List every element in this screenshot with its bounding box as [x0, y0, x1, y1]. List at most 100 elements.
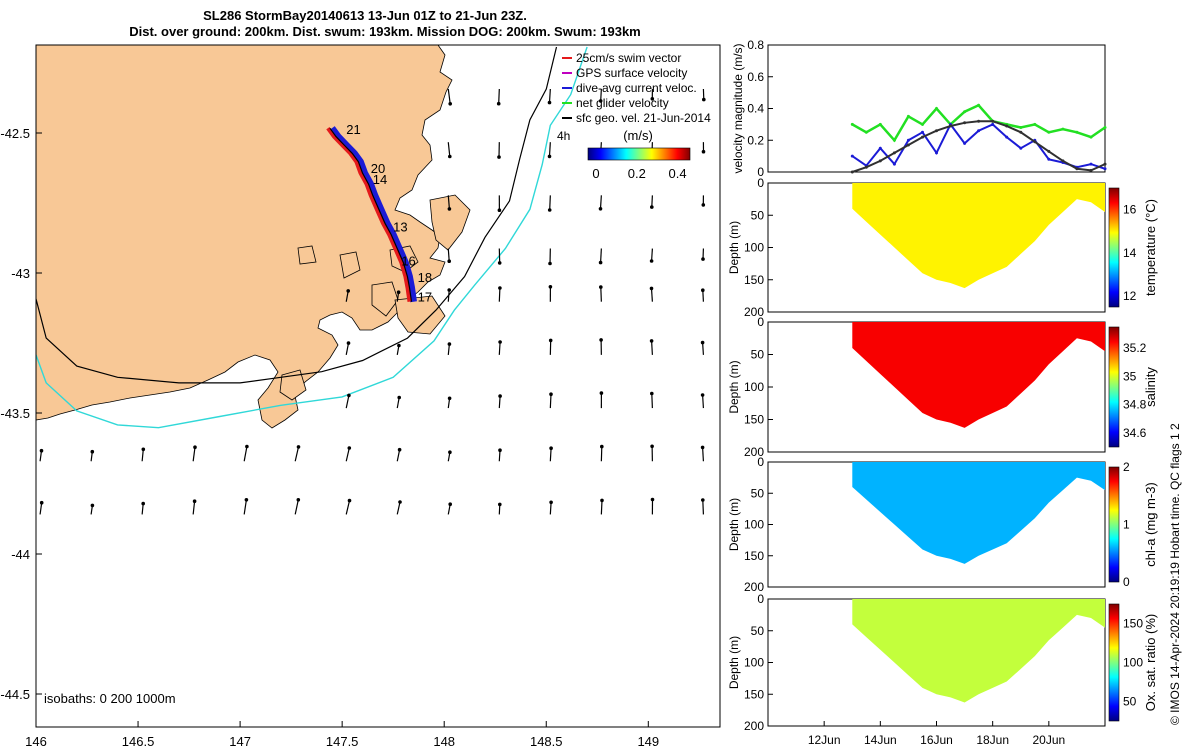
velocity-arrow-head [649, 286, 654, 291]
velocity-arrow-head [600, 498, 604, 503]
section-colorbar [1108, 466, 1120, 583]
velocity-arrow [192, 501, 196, 515]
velocity-arrow [600, 287, 602, 302]
colorbar-axis-label: chl-a (mg m-3) [1143, 482, 1158, 567]
credit-text: © IMOS 14-Apr-2024 20:19:19 Hobart time.… [1168, 423, 1182, 725]
velocity-arrow-head [599, 338, 603, 342]
velocity-arrow-head [598, 207, 603, 211]
velocity-point [850, 122, 854, 126]
velocity-arrow-head [549, 500, 553, 505]
velocity-arrow-field [39, 88, 706, 515]
depth-tick-label: 200 [744, 719, 764, 733]
velocity-arrow-head [650, 391, 654, 396]
velocity-arrow [549, 448, 552, 462]
velocity-arrow-head [497, 208, 502, 212]
velocity-arrow [549, 195, 551, 211]
velocity-arrow [498, 450, 501, 462]
colorbar-axis-label: salinity [1143, 367, 1158, 407]
isobaths-label: isobaths: 0 200 1000m [44, 691, 176, 706]
colorbar-axis-label: Ox. sat. ratio (%) [1143, 614, 1158, 712]
velocity-arrow [702, 447, 705, 462]
velocity-point [1061, 159, 1065, 163]
colorbar-tick-label: 12 [1123, 289, 1137, 303]
velocity-arrow-head [498, 394, 502, 398]
velocity-point [977, 119, 981, 123]
velocity-arrow [650, 288, 653, 302]
velocity-point [1047, 130, 1051, 134]
velocity-point [1005, 135, 1009, 139]
velocity-arrow [39, 502, 43, 515]
depth-axis-label: Depth (m) [727, 636, 741, 689]
day-label: 18 [418, 270, 432, 285]
velocity-arrow-head [649, 259, 654, 263]
legend-label: 25cm/s swim vector [576, 51, 681, 65]
velocity-point [1005, 124, 1009, 128]
depth-tick-label: 100 [744, 656, 764, 670]
velocity-arrow [294, 446, 300, 462]
colorbar-label: (m/s) [623, 128, 653, 143]
velocity-arrow-head [346, 341, 351, 345]
section-fill [852, 183, 1105, 289]
date-tick-label: 18Jun [976, 733, 1009, 747]
velocity-arrow-head [700, 445, 705, 450]
velocity-arrow-head [701, 149, 706, 154]
velocity-arrow [243, 446, 248, 462]
day-label: 17 [418, 290, 432, 305]
depth-tick-label: 150 [744, 687, 764, 701]
velocity-point [963, 121, 967, 125]
velocity-point [1033, 140, 1037, 144]
colorbar-tick-label: 0 [1123, 575, 1130, 589]
velocity-point [991, 122, 995, 126]
y-tick-label: -43.5 [0, 406, 30, 421]
velocity-point [878, 159, 882, 163]
velocity-arrow-head [701, 288, 705, 293]
legend-label: GPS surface velocity [576, 66, 687, 80]
depth-tick-label: 0 [757, 176, 764, 190]
colorbar-tick-label: 100 [1123, 656, 1143, 670]
velocity-arrow-head [547, 100, 552, 105]
depth-tick-label: 50 [751, 624, 765, 638]
velocity-point [921, 130, 924, 134]
colorbar-tick-label: 1 [1123, 518, 1130, 532]
velocity-arrow-head [244, 498, 249, 502]
velocity-arrow [447, 248, 450, 262]
depth-tick-label: 200 [744, 580, 764, 594]
island [429, 194, 471, 251]
depth-axis-label: Depth (m) [727, 221, 741, 274]
velocity-point [864, 165, 868, 169]
velocity-arrow-head [497, 155, 501, 159]
date-tick-label: 16Jun [920, 733, 953, 747]
section-fill [852, 599, 1105, 703]
velocity-arrow-head [700, 340, 705, 345]
velocity-arrow [600, 248, 602, 263]
velocity-arrow [600, 88, 602, 101]
colorbar-tick-label: 34.6 [1123, 426, 1147, 440]
velocity-point [921, 135, 924, 139]
velocity-arrow [549, 502, 552, 515]
depth-axis-label: Depth (m) [727, 360, 741, 413]
velocity-arrow-head [700, 393, 705, 397]
velocity-arrow [548, 142, 551, 157]
velocity-point [1047, 157, 1051, 161]
velocity-point [1061, 127, 1065, 131]
velocity-point [1103, 126, 1107, 129]
depth-axis-label: Depth (m) [727, 498, 741, 551]
velocity-arrow-head [497, 261, 502, 265]
velocity-arrow [702, 499, 705, 515]
velocity-arrow-head [193, 445, 197, 450]
velocity-arrow-head [701, 498, 705, 502]
map-frame [35, 44, 721, 728]
velocity-arrow-head [90, 503, 95, 508]
velocity-arrow [651, 340, 653, 355]
inset-label: 4h [557, 129, 570, 143]
depth-tick-label: 150 [744, 413, 764, 427]
velocity-point [1089, 135, 1093, 139]
section-colorbar [1108, 326, 1120, 448]
velocity-point [864, 130, 868, 134]
velocity-point [1089, 168, 1093, 172]
y-tick-label: -43 [11, 266, 30, 281]
colorbar-axis-label: temperature (°C) [1143, 199, 1158, 296]
depth-tick-label: 50 [751, 486, 765, 500]
velocity-arrow-head [397, 343, 401, 348]
